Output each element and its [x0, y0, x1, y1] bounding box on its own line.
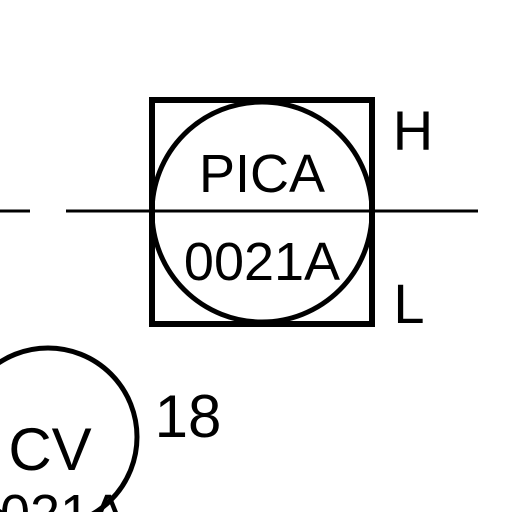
- callout-number-label: 18: [155, 383, 222, 450]
- instrument-cv[interactable]: CV 0021A: [0, 345, 140, 512]
- instrument-number-label: 0021A: [184, 232, 340, 292]
- instrument-function-label: PICA: [199, 144, 325, 204]
- instrument-cv-function-label: CV: [8, 416, 91, 483]
- alarm-low-label: L: [393, 272, 424, 335]
- alarm-high-label: H: [393, 99, 433, 162]
- instrument-pica[interactable]: PICA 0021A: [149, 97, 375, 327]
- instrument-cv-circle: [0, 345, 140, 512]
- instrument-cv-number-label: 0021A: [0, 484, 126, 512]
